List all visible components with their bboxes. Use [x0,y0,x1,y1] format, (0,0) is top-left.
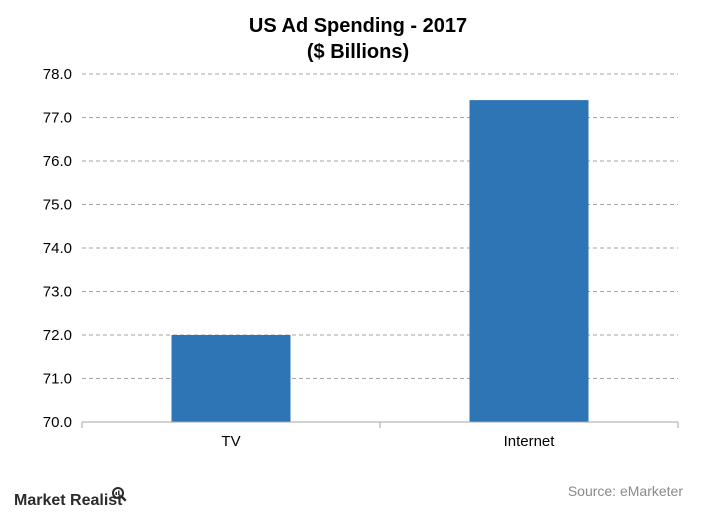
x-axis-ticks: TV Internet [221,433,555,450]
y-tick-label: 76.0 [43,153,72,170]
bars [171,100,589,422]
y-tick-label: 78.0 [43,66,72,83]
y-tick-label: 72.0 [43,327,72,344]
bar-tv [171,335,291,422]
x-axis [81,421,679,428]
magnifier-icon [112,487,127,502]
y-tick-label: 73.0 [43,284,72,301]
y-axis-ticks: 70.0 71.0 72.0 73.0 74.0 75.0 76.0 77.0 78.0 [43,66,72,431]
y-tick-label: 74.0 [43,240,72,257]
source-note: Source: eMarketer [568,483,683,499]
brand-logo: Market Realist [14,487,127,509]
x-tick-label: Internet [504,433,556,450]
y-tick-label: 75.0 [43,197,72,214]
x-tick-label: TV [221,433,240,450]
y-tick-label: 70.0 [43,414,72,431]
chart-subtitle: ($ Billions) [307,41,409,63]
brand-name: Market Realist [14,492,123,509]
gridlines [82,73,678,379]
chart-title: US Ad Spending - 2017 [249,15,467,37]
y-tick-label: 77.0 [43,110,72,127]
bar-internet [469,100,589,422]
y-tick-label: 71.0 [43,371,72,388]
